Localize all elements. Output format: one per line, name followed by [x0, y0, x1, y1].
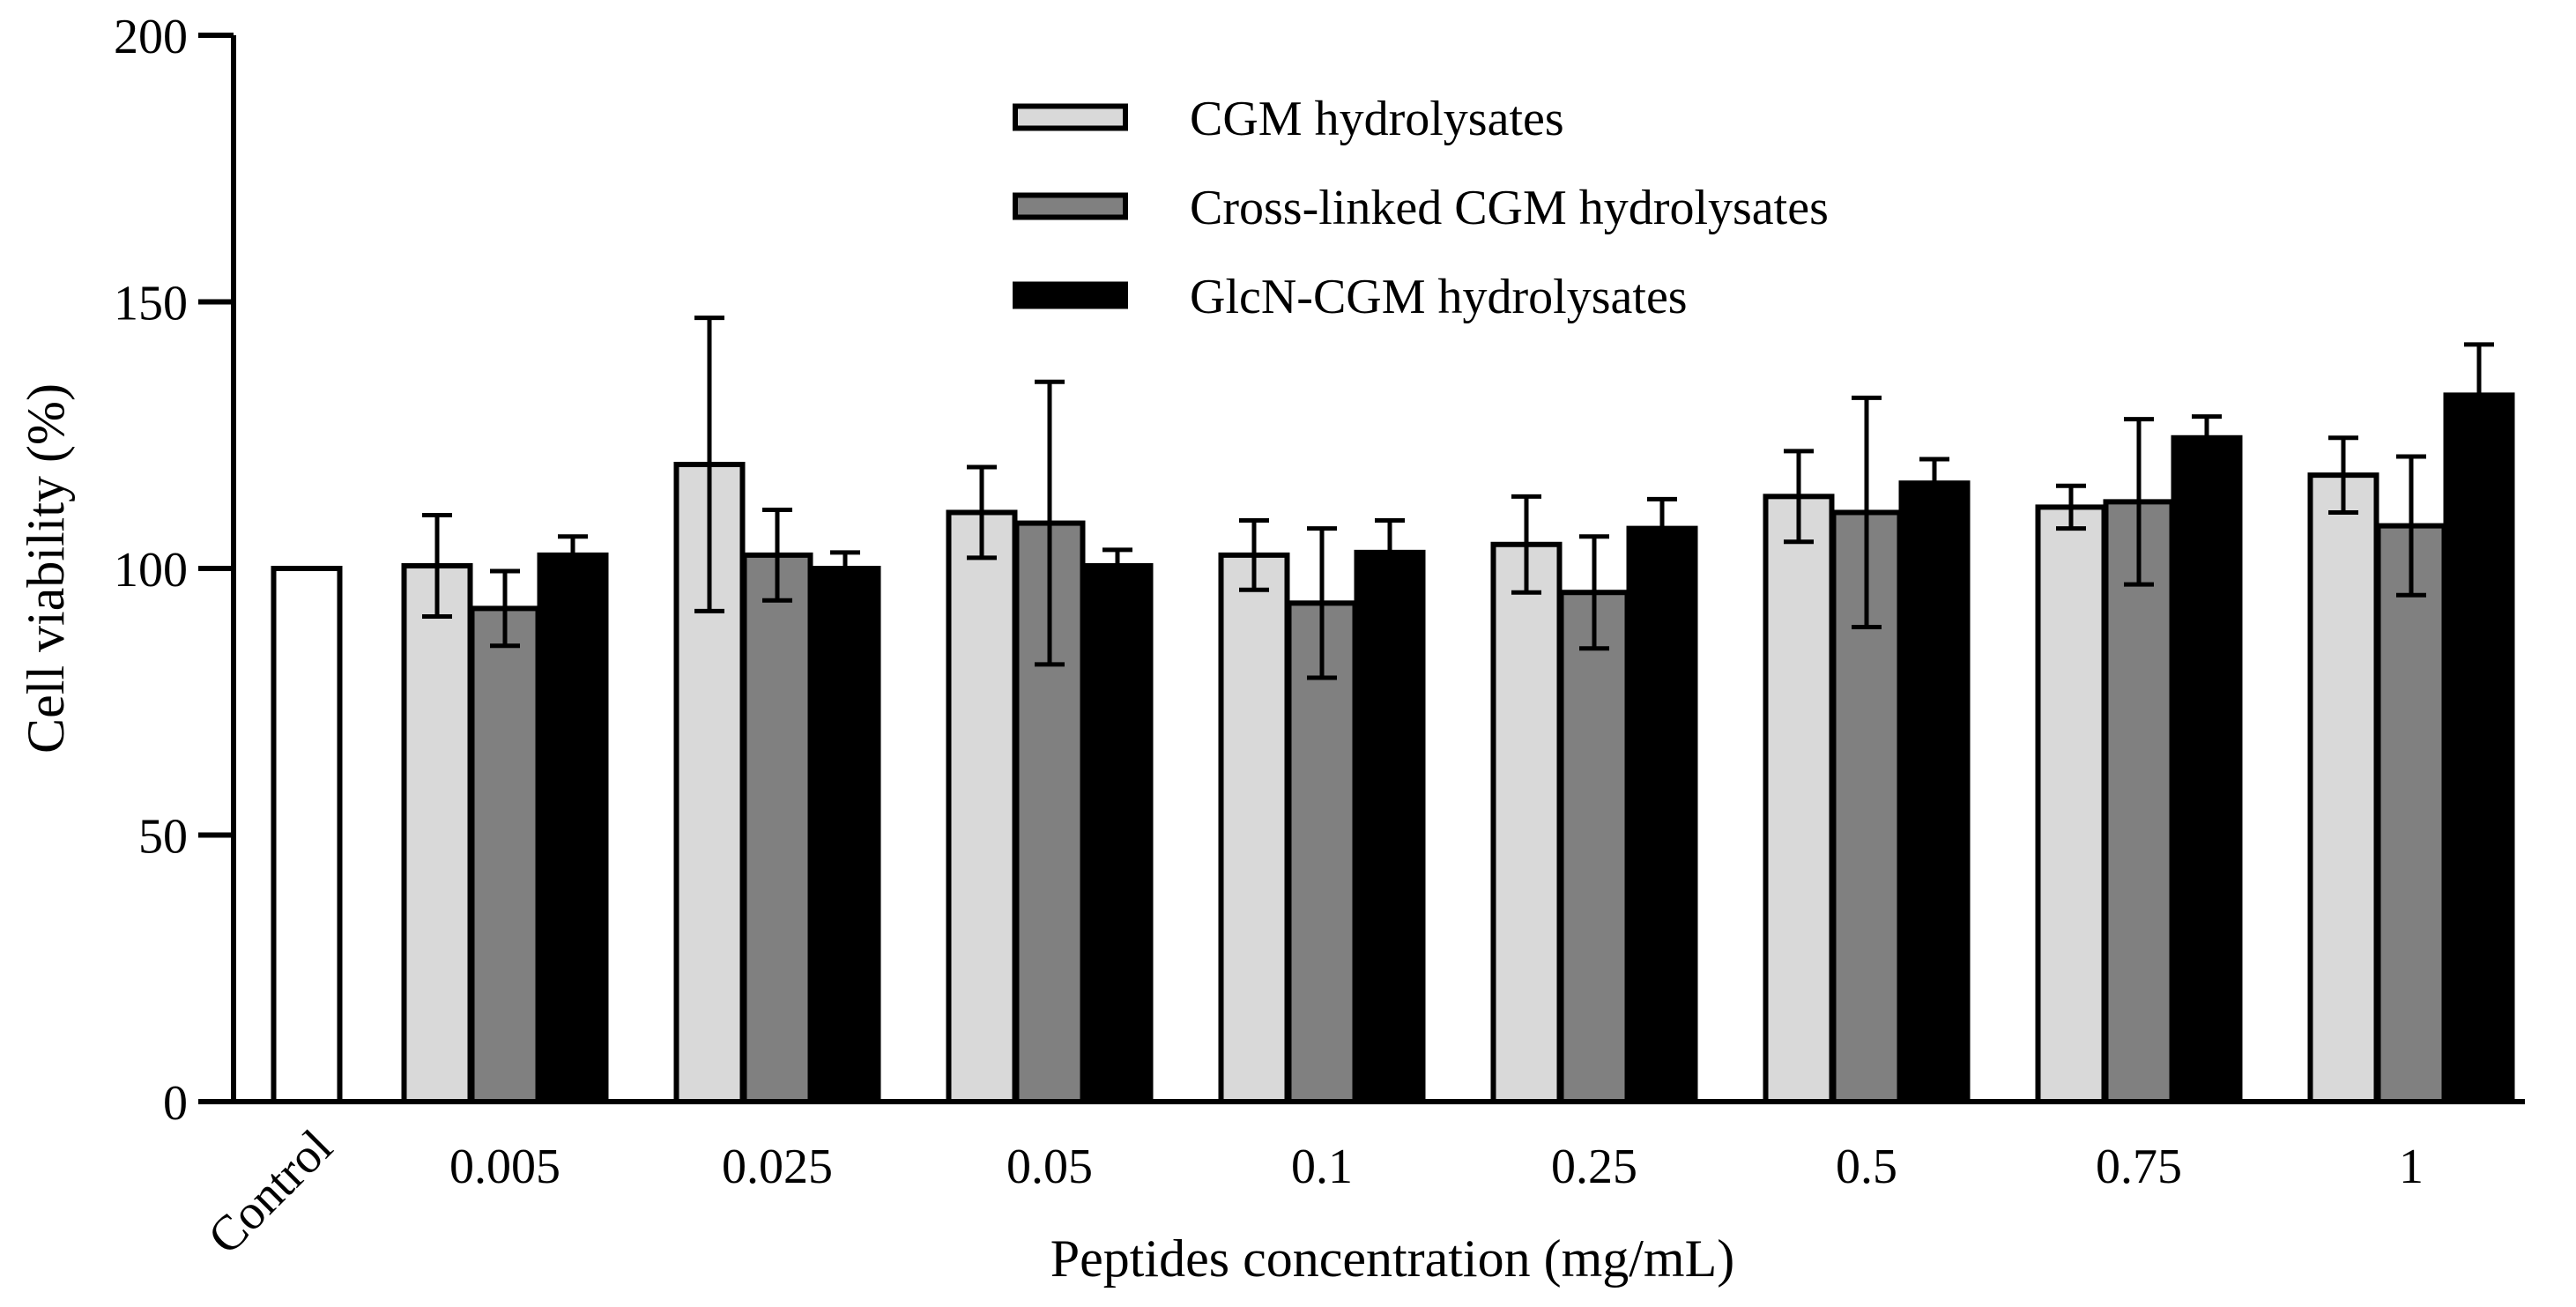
- bar-cgm-hydrolysates-0.25: [1490, 541, 1563, 1104]
- bar-cgm-hydrolysates-0.75: [2035, 504, 2107, 1104]
- bar-cgm-hydrolysates-0.005: [401, 562, 473, 1104]
- legend-swatch: [1013, 192, 1128, 220]
- plot-area: [271, 316, 2515, 1104]
- y-ticks: 0 50 100 150 200: [114, 10, 234, 1131]
- legend-swatch: [1013, 103, 1128, 131]
- x-tick-label: 0.005: [449, 1140, 560, 1194]
- x-tick-label: 0.05: [1006, 1140, 1093, 1194]
- y-axis-title: Cell viability (%): [17, 383, 75, 754]
- y-tick-label: 150: [114, 277, 188, 331]
- bar-cross-linked-cgm-hydrolysates-0.025: [741, 552, 813, 1104]
- y-tick-label: 50: [138, 810, 188, 865]
- bar-glcn-cgm-hydrolysates-0.005: [537, 552, 609, 1104]
- bar-cross-linked-cgm-hydrolysates-0.005: [469, 605, 541, 1104]
- bar-cgm-hydrolysates-0.05: [946, 509, 1018, 1104]
- axes: 0 50 100 150 200 Control 0.005 0.025 0.05 0.1 0.2…: [17, 10, 2525, 1288]
- legend-label: Cross-linked CGM hydrolysates: [1190, 181, 1829, 235]
- x-tick-label: 0.5: [1836, 1140, 1897, 1194]
- bar-glcn-cgm-hydrolysates-0.75: [2171, 434, 2243, 1104]
- bar-glcn-cgm-hydrolysates-0.05: [1081, 562, 1154, 1104]
- x-tick-label: Control: [197, 1119, 343, 1265]
- bar-glcn-cgm-hydrolysates-0.1: [1354, 549, 1426, 1104]
- bar-glcn-cgm-hydrolysates-0.5: [1898, 480, 1971, 1104]
- x-axis-title: Peptides concentration (mg/mL): [1050, 1229, 1734, 1288]
- y-tick-label: 100: [114, 543, 188, 598]
- x-tick-label: 1: [2399, 1140, 2424, 1194]
- bar-glcn-cgm-hydrolysates-0.25: [1626, 525, 1698, 1104]
- legend: CGM hydrolysates Cross-linked CGM hydroly…: [1013, 92, 1829, 324]
- x-tick-label: 0.75: [2096, 1140, 2182, 1194]
- bar-cross-linked-cgm-hydrolysates-1: [2375, 523, 2447, 1104]
- bar-cgm-hydrolysates-0.5: [1763, 494, 1835, 1104]
- bar-cgm-hydrolysates-0.1: [1218, 552, 1290, 1104]
- bar-cross-linked-cgm-hydrolysates-0.75: [2103, 499, 2175, 1104]
- y-tick-label: 0: [163, 1076, 188, 1131]
- bar-cross-linked-cgm-hydrolysates-0.25: [1558, 590, 1630, 1104]
- y-tick-label: 200: [114, 10, 188, 64]
- legend-label: CGM hydrolysates: [1190, 92, 1564, 146]
- bar-control: [271, 566, 343, 1104]
- legend-swatch: [1013, 281, 1128, 309]
- bar-glcn-cgm-hydrolysates-0.025: [809, 566, 881, 1104]
- x-tick-label: 0.1: [1291, 1140, 1353, 1194]
- bar-cgm-hydrolysates-1: [2307, 472, 2379, 1104]
- legend-label: GlcN-CGM hydrolysates: [1190, 270, 1688, 324]
- x-tick-label: 0.025: [722, 1140, 833, 1194]
- x-tick-label: 0.25: [1551, 1140, 1637, 1194]
- bar-glcn-cgm-hydrolysates-1: [2443, 392, 2515, 1104]
